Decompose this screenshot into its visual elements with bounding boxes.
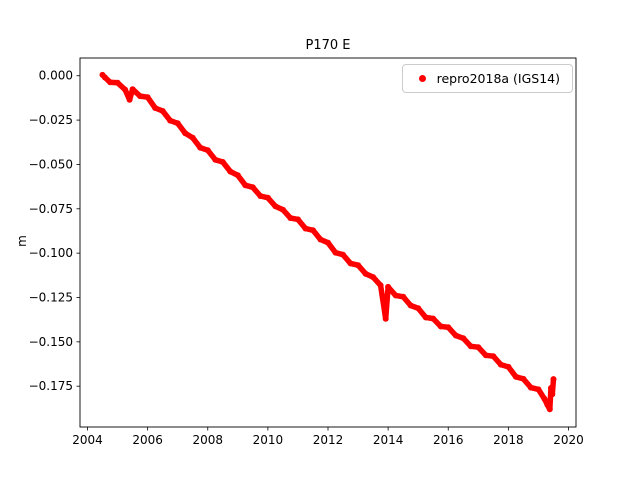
y-axis-label: m [15, 235, 29, 247]
data-point [548, 385, 554, 391]
x-tick-label: 2020 [553, 433, 584, 447]
data-point [287, 215, 294, 221]
data-point [122, 86, 129, 93]
data-point [340, 251, 346, 258]
data-point [114, 79, 121, 86]
y-tick-label: −0.075 [29, 202, 73, 216]
data-point [546, 406, 553, 413]
data-point [234, 172, 241, 179]
y-tick-label: −0.100 [29, 246, 73, 260]
x-tick-label: 2016 [433, 433, 464, 447]
data-point [527, 384, 534, 391]
data-point [272, 203, 279, 210]
data-point [310, 227, 316, 234]
data-point [512, 373, 519, 380]
data-point [152, 105, 159, 111]
data-point [482, 352, 489, 359]
data-point [317, 236, 324, 243]
y-tick-label: −0.175 [29, 379, 73, 393]
data-point [505, 363, 512, 370]
data-point [370, 274, 377, 281]
y-tick-label: −0.050 [29, 157, 73, 171]
data-point [382, 315, 389, 322]
chart-title: P170 E [305, 38, 351, 53]
data-point [415, 305, 422, 312]
data-point [520, 375, 527, 382]
data-point [392, 292, 399, 299]
legend-marker-dot-icon [418, 75, 426, 82]
data-point [102, 74, 108, 81]
data-point [197, 144, 204, 151]
data-point [430, 315, 437, 322]
data-point [377, 282, 384, 289]
data-point [541, 395, 548, 402]
data-point [332, 249, 339, 256]
data-point [107, 79, 114, 86]
data-point [302, 225, 309, 232]
data-point [174, 120, 181, 127]
data-point [129, 86, 136, 93]
data-point [445, 324, 452, 331]
data-point [355, 262, 362, 269]
x-tick-label: 2014 [373, 433, 404, 447]
data-point [550, 376, 557, 383]
data-point [362, 270, 369, 277]
data-point [467, 343, 474, 350]
data-point [490, 353, 497, 360]
data-point [167, 117, 174, 124]
data-point [294, 216, 301, 223]
y-tick-label: 0.000 [39, 69, 73, 83]
data-point [385, 283, 392, 290]
data-point [227, 168, 234, 175]
data-point [437, 323, 444, 330]
data-point [264, 194, 271, 201]
x-tick-label: 2008 [192, 433, 223, 447]
y-tick-label: −0.150 [29, 335, 73, 349]
x-tick-label: 2012 [313, 433, 344, 447]
x-tick-label: 2010 [253, 433, 284, 447]
data-point [242, 182, 249, 189]
data-point [137, 93, 144, 100]
y-tick-label: −0.025 [29, 113, 73, 127]
data-point [212, 156, 219, 163]
data-point [159, 108, 166, 114]
data-point [325, 239, 331, 246]
legend-label: repro2018a (IGS14) [436, 71, 560, 86]
legend: repro2018a (IGS14) [401, 64, 573, 93]
data-point [544, 401, 551, 408]
data-point [204, 147, 211, 154]
data-point [347, 260, 354, 267]
data-point [189, 134, 196, 141]
data-point [126, 96, 133, 103]
data-point [400, 293, 407, 300]
data-point [407, 302, 414, 309]
data-point [249, 184, 256, 191]
data-point [475, 344, 482, 351]
data-point [549, 391, 556, 398]
x-tick-label: 2006 [132, 433, 163, 447]
data-point [219, 159, 226, 165]
axes-frame [79, 57, 577, 428]
data-point [422, 314, 429, 321]
data-point [460, 335, 467, 342]
x-tick-label: 2018 [493, 433, 524, 447]
data-point [279, 206, 286, 213]
data-point [452, 332, 459, 339]
data-point [535, 386, 542, 393]
data-point [497, 361, 504, 368]
x-tick-label: 2004 [72, 433, 103, 447]
data-point [144, 94, 151, 101]
data-point [257, 193, 264, 199]
data-point [182, 130, 189, 137]
y-tick-label: −0.125 [29, 290, 73, 304]
